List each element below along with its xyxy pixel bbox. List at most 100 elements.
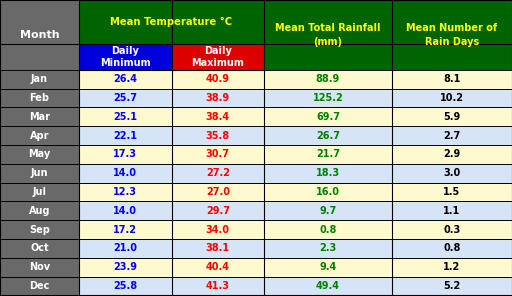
Text: 88.9: 88.9 (316, 74, 340, 84)
Bar (392, 258, 512, 276)
Text: 0.3: 0.3 (443, 225, 460, 235)
Bar (264, 70, 392, 89)
Bar (264, 0, 392, 70)
Text: 18.3: 18.3 (316, 168, 340, 178)
Bar (172, 89, 264, 107)
Text: 0.8: 0.8 (319, 225, 336, 235)
Bar (264, 126, 392, 145)
Bar (79, 126, 172, 145)
Bar (172, 70, 264, 89)
Text: 25.1: 25.1 (113, 112, 137, 122)
Text: Aug: Aug (29, 206, 50, 216)
Text: 2.3: 2.3 (319, 243, 336, 253)
Text: Jun: Jun (31, 168, 48, 178)
Bar (0, 201, 79, 220)
Bar (264, 258, 392, 276)
Text: Dec: Dec (29, 281, 50, 291)
Bar (172, 145, 264, 164)
Bar (0, 0, 79, 70)
Bar (392, 107, 512, 126)
Text: 8.1: 8.1 (443, 74, 460, 84)
Text: 34.0: 34.0 (206, 225, 230, 235)
Bar (79, 107, 172, 126)
Text: 21.7: 21.7 (316, 149, 340, 160)
Bar (172, 44, 264, 70)
Bar (0, 239, 79, 258)
Text: 69.7: 69.7 (316, 112, 340, 122)
Text: 2.9: 2.9 (443, 149, 460, 160)
Bar (79, 258, 172, 276)
Bar (264, 89, 392, 107)
Text: 38.1: 38.1 (206, 243, 230, 253)
Bar (392, 164, 512, 183)
Bar (264, 239, 392, 258)
Text: Daily
Minimum: Daily Minimum (100, 46, 151, 68)
Bar (79, 183, 172, 201)
Text: Daily
Maximum: Daily Maximum (191, 46, 244, 68)
Bar (0, 183, 79, 201)
Bar (264, 145, 392, 164)
Bar (172, 107, 264, 126)
Text: 1.1: 1.1 (443, 206, 460, 216)
Bar (264, 220, 392, 239)
Text: 14.0: 14.0 (113, 168, 137, 178)
Bar (0, 220, 79, 239)
Text: 1.5: 1.5 (443, 187, 460, 197)
Text: May: May (28, 149, 51, 160)
Bar (264, 183, 392, 201)
Text: Sep: Sep (29, 225, 50, 235)
Text: 0.8: 0.8 (443, 243, 460, 253)
Bar (0, 107, 79, 126)
Bar (79, 276, 172, 295)
Bar (172, 126, 264, 145)
Text: 38.9: 38.9 (206, 93, 230, 103)
Bar (392, 239, 512, 258)
Bar (172, 239, 264, 258)
Text: 17.3: 17.3 (113, 149, 137, 160)
Bar (172, 183, 264, 201)
Text: 10.2: 10.2 (440, 93, 464, 103)
Bar (0, 276, 79, 295)
Text: 29.7: 29.7 (206, 206, 230, 216)
Bar (0, 145, 79, 164)
Text: Apr: Apr (30, 131, 49, 141)
Bar (392, 201, 512, 220)
Bar (172, 164, 264, 183)
Text: 23.9: 23.9 (113, 262, 137, 272)
Text: Nov: Nov (29, 262, 50, 272)
Text: 1.2: 1.2 (443, 262, 460, 272)
Text: Month: Month (19, 30, 59, 40)
Text: 16.0: 16.0 (316, 187, 340, 197)
Text: 3.0: 3.0 (443, 168, 460, 178)
Text: 5.9: 5.9 (443, 112, 460, 122)
Text: Mean Number of
Rain Days: Mean Number of Rain Days (407, 23, 497, 46)
Text: 12.3: 12.3 (113, 187, 137, 197)
Text: Mar: Mar (29, 112, 50, 122)
Text: 5.2: 5.2 (443, 281, 460, 291)
Bar (264, 107, 392, 126)
Text: 35.8: 35.8 (206, 131, 230, 141)
Bar (79, 89, 172, 107)
Bar (392, 183, 512, 201)
Text: 27.2: 27.2 (206, 168, 230, 178)
Text: 25.7: 25.7 (113, 93, 137, 103)
Text: 38.4: 38.4 (206, 112, 230, 122)
Bar (392, 70, 512, 89)
Bar (392, 126, 512, 145)
Text: 41.3: 41.3 (206, 281, 230, 291)
Bar (79, 44, 172, 70)
Text: 9.7: 9.7 (319, 206, 336, 216)
Bar (392, 220, 512, 239)
Text: Oct: Oct (30, 243, 49, 253)
Bar (79, 0, 264, 44)
Text: Jan: Jan (31, 74, 48, 84)
Bar (79, 164, 172, 183)
Text: Jul: Jul (32, 187, 47, 197)
Text: 30.7: 30.7 (206, 149, 230, 160)
Text: 17.2: 17.2 (113, 225, 137, 235)
Bar (392, 0, 512, 70)
Text: 25.8: 25.8 (113, 281, 137, 291)
Bar (264, 164, 392, 183)
Bar (264, 276, 392, 295)
Bar (0, 89, 79, 107)
